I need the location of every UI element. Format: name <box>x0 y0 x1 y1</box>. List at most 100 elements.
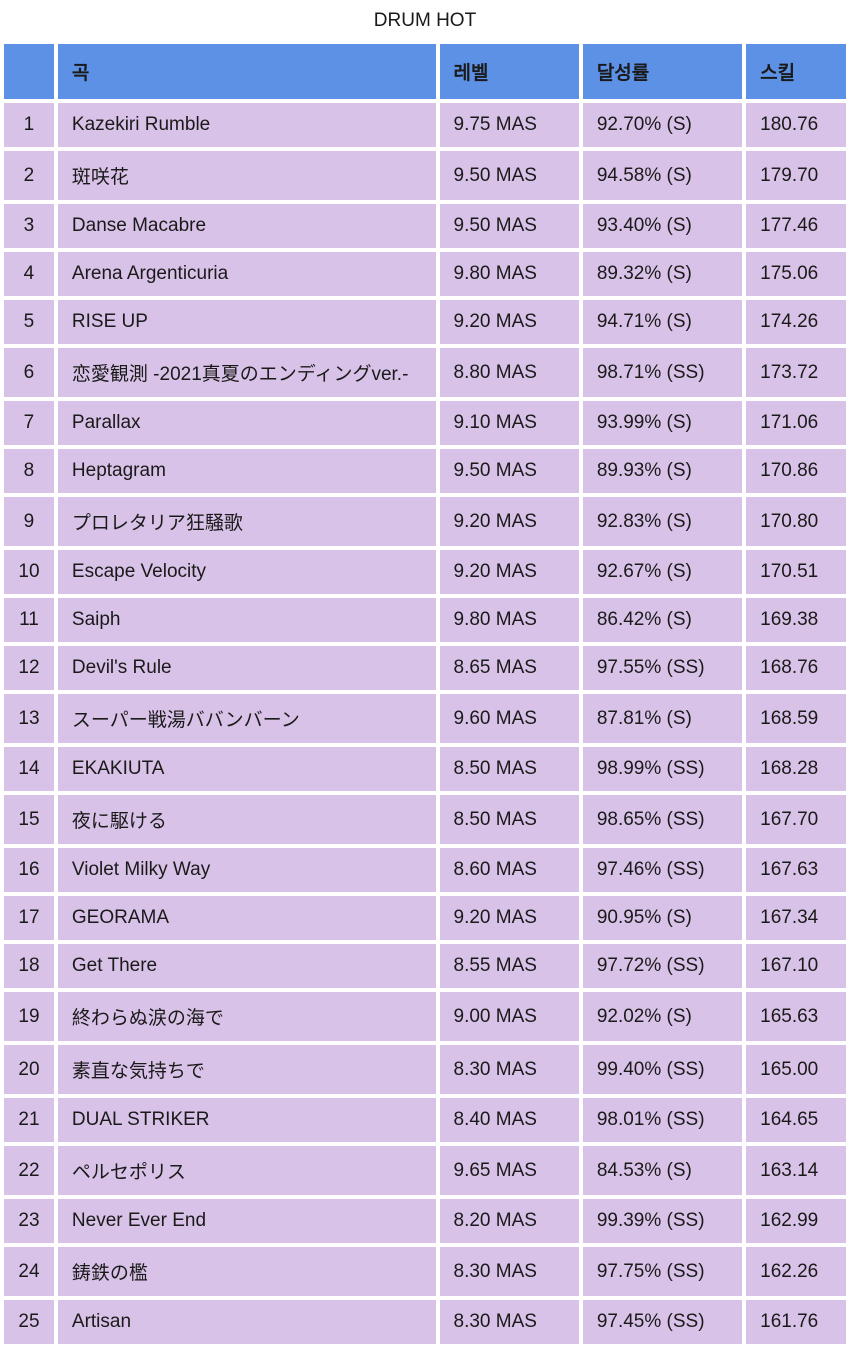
cell-rank: 10 <box>4 550 54 594</box>
table-row[interactable]: 24鋳鉄の檻8.30 MAS97.75% (SS)162.26 <box>4 1247 846 1296</box>
cell-rank: 21 <box>4 1098 54 1142</box>
table-row[interactable]: 15夜に駆ける8.50 MAS98.65% (SS)167.70 <box>4 795 846 844</box>
cell-rank: 13 <box>4 694 54 743</box>
table-row[interactable]: 12Devil's Rule8.65 MAS97.55% (SS)168.76 <box>4 646 846 690</box>
cell-rate: 98.01% (SS) <box>583 1098 742 1142</box>
table-row[interactable]: 10Escape Velocity9.20 MAS92.67% (S)170.5… <box>4 550 846 594</box>
header-rate[interactable]: 달성률 <box>583 44 742 99</box>
cell-song: EKAKIUTA <box>58 747 436 791</box>
table-row[interactable]: 2斑咲花9.50 MAS94.58% (S)179.70 <box>4 151 846 200</box>
cell-skill: 165.00 <box>746 1045 846 1094</box>
cell-song: Never Ever End <box>58 1199 436 1243</box>
cell-level: 9.75 MAS <box>440 103 579 147</box>
cell-level: 9.50 MAS <box>440 151 579 200</box>
table-row[interactable]: 21DUAL STRIKER8.40 MAS98.01% (SS)164.65 <box>4 1098 846 1142</box>
cell-level: 9.80 MAS <box>440 598 579 642</box>
table-row[interactable]: 5RISE UP9.20 MAS94.71% (S)174.26 <box>4 300 846 344</box>
cell-rank: 8 <box>4 449 54 493</box>
table-row[interactable]: 25Artisan8.30 MAS97.45% (SS)161.76 <box>4 1300 846 1344</box>
cell-rate: 99.39% (SS) <box>583 1199 742 1243</box>
table-row[interactable]: 20素直な気持ちで8.30 MAS99.40% (SS)165.00 <box>4 1045 846 1094</box>
table-row[interactable]: 11Saiph9.80 MAS86.42% (S)169.38 <box>4 598 846 642</box>
cell-level: 9.20 MAS <box>440 896 579 940</box>
header-level[interactable]: 레벨 <box>440 44 579 99</box>
cell-skill: 175.06 <box>746 252 846 296</box>
cell-level: 9.60 MAS <box>440 694 579 743</box>
table-row[interactable]: 13スーパー戦湯ババンバーン9.60 MAS87.81% (S)168.59 <box>4 694 846 743</box>
table-row[interactable]: 8Heptagram9.50 MAS89.93% (S)170.86 <box>4 449 846 493</box>
cell-rank: 19 <box>4 992 54 1041</box>
cell-skill: 170.86 <box>746 449 846 493</box>
cell-skill: 162.26 <box>746 1247 846 1296</box>
table-row[interactable]: 19終わらぬ涙の海で9.00 MAS92.02% (S)165.63 <box>4 992 846 1041</box>
cell-level: 8.60 MAS <box>440 848 579 892</box>
cell-level: 9.10 MAS <box>440 401 579 445</box>
cell-level: 8.30 MAS <box>440 1045 579 1094</box>
cell-skill: 180.76 <box>746 103 846 147</box>
table-row[interactable]: 4Arena Argenticuria9.80 MAS89.32% (S)175… <box>4 252 846 296</box>
cell-rate: 93.99% (S) <box>583 401 742 445</box>
cell-song: 終わらぬ涙の海で <box>58 992 436 1041</box>
table-row[interactable]: 7Parallax9.10 MAS93.99% (S)171.06 <box>4 401 846 445</box>
header-song[interactable]: 곡 <box>58 44 436 99</box>
page-container: DRUM HOT 곡 레벨 달성률 스킬 1Kazekiri Rumble9.7… <box>0 0 850 1348</box>
table-row[interactable]: 14EKAKIUTA8.50 MAS98.99% (SS)168.28 <box>4 747 846 791</box>
cell-rank: 25 <box>4 1300 54 1344</box>
cell-song: Heptagram <box>58 449 436 493</box>
cell-skill: 173.72 <box>746 348 846 397</box>
table-row[interactable]: 1Kazekiri Rumble9.75 MAS92.70% (S)180.76 <box>4 103 846 147</box>
table-row[interactable]: 18Get There8.55 MAS97.72% (SS)167.10 <box>4 944 846 988</box>
table-row[interactable]: 17GEORAMA9.20 MAS90.95% (S)167.34 <box>4 896 846 940</box>
cell-rank: 14 <box>4 747 54 791</box>
cell-level: 9.20 MAS <box>440 550 579 594</box>
cell-level: 8.30 MAS <box>440 1247 579 1296</box>
cell-rate: 97.55% (SS) <box>583 646 742 690</box>
cell-skill: 167.70 <box>746 795 846 844</box>
cell-skill: 165.63 <box>746 992 846 1041</box>
cell-rate: 84.53% (S) <box>583 1146 742 1195</box>
table-row[interactable]: 3Danse Macabre9.50 MAS93.40% (S)177.46 <box>4 204 846 248</box>
page-title: DRUM HOT <box>0 0 850 40</box>
cell-skill: 174.26 <box>746 300 846 344</box>
cell-level: 8.40 MAS <box>440 1098 579 1142</box>
cell-song: ペルセポリス <box>58 1146 436 1195</box>
cell-rank: 24 <box>4 1247 54 1296</box>
cell-skill: 170.51 <box>746 550 846 594</box>
cell-rank: 15 <box>4 795 54 844</box>
cell-skill: 170.80 <box>746 497 846 546</box>
cell-skill: 179.70 <box>746 151 846 200</box>
cell-rank: 3 <box>4 204 54 248</box>
table-row[interactable]: 6恋愛観測 -2021真夏のエンディングver.-8.80 MAS98.71% … <box>4 348 846 397</box>
cell-rate: 94.71% (S) <box>583 300 742 344</box>
table-row[interactable]: 9プロレタリア狂騒歌9.20 MAS92.83% (S)170.80 <box>4 497 846 546</box>
cell-rate: 89.32% (S) <box>583 252 742 296</box>
cell-skill: 163.14 <box>746 1146 846 1195</box>
cell-song: Saiph <box>58 598 436 642</box>
cell-skill: 171.06 <box>746 401 846 445</box>
table-row[interactable]: 22ペルセポリス9.65 MAS84.53% (S)163.14 <box>4 1146 846 1195</box>
cell-skill: 167.63 <box>746 848 846 892</box>
cell-rate: 92.83% (S) <box>583 497 742 546</box>
cell-rank: 9 <box>4 497 54 546</box>
cell-rate: 93.40% (S) <box>583 204 742 248</box>
table-row[interactable]: 23Never Ever End8.20 MAS99.39% (SS)162.9… <box>4 1199 846 1243</box>
header-skill[interactable]: 스킬 <box>746 44 846 99</box>
cell-rate: 97.72% (SS) <box>583 944 742 988</box>
cell-song: GEORAMA <box>58 896 436 940</box>
cell-song: 素直な気持ちで <box>58 1045 436 1094</box>
cell-level: 9.65 MAS <box>440 1146 579 1195</box>
cell-rank: 4 <box>4 252 54 296</box>
cell-song: Get There <box>58 944 436 988</box>
cell-rate: 97.46% (SS) <box>583 848 742 892</box>
header-rank[interactable] <box>4 44 54 99</box>
cell-skill: 168.76 <box>746 646 846 690</box>
table-row[interactable]: 16Violet Milky Way8.60 MAS97.46% (SS)167… <box>4 848 846 892</box>
cell-level: 9.20 MAS <box>440 497 579 546</box>
cell-song: 斑咲花 <box>58 151 436 200</box>
cell-song: Devil's Rule <box>58 646 436 690</box>
cell-rank: 20 <box>4 1045 54 1094</box>
table-header-row: 곡 레벨 달성률 스킬 <box>4 44 846 99</box>
cell-skill: 169.38 <box>746 598 846 642</box>
cell-rank: 16 <box>4 848 54 892</box>
table-body: 1Kazekiri Rumble9.75 MAS92.70% (S)180.76… <box>4 103 846 1344</box>
